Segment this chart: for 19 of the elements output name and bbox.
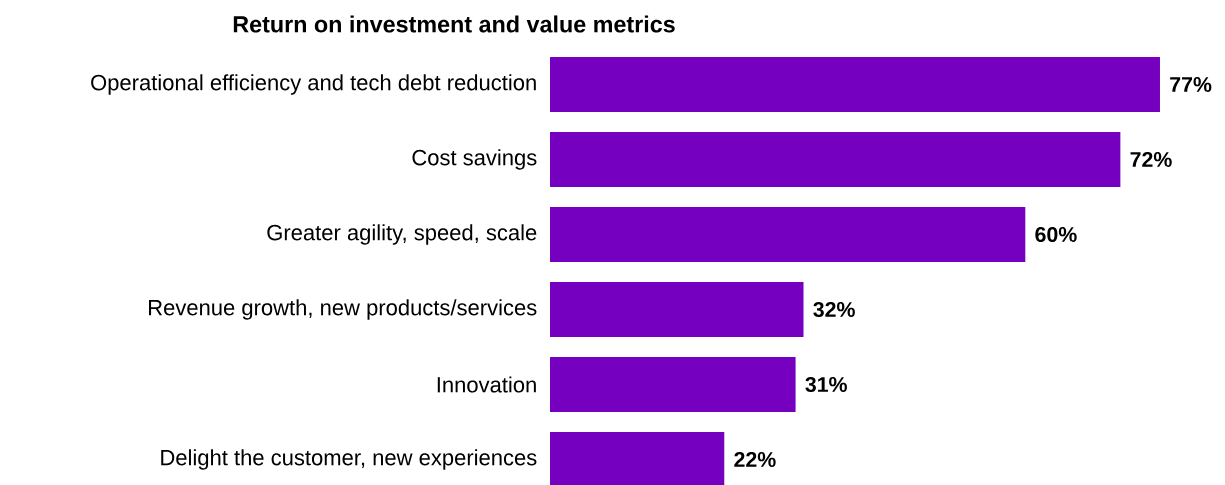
y-tick-label: Cost savings [412,149,537,170]
data-label: 31% [805,376,847,393]
data-label: 60% [1035,226,1077,243]
chart-title: Return on investment and value metrics [233,15,675,33]
bar [550,281,804,337]
bar [550,131,1121,187]
data-label: 22% [734,451,776,468]
data-label: 72% [1130,151,1172,168]
bar [550,57,1160,112]
bar [550,356,796,412]
y-tick-label: Delight the customer, new experiences [161,449,537,470]
y-tick-label: Innovation [437,376,536,393]
y-tick-label: Operational efficiency and tech debt reduction [91,74,536,95]
data-label: 77% [1170,76,1212,92]
bar [550,431,725,485]
y-tick-label: Greater agility, speed, scale [267,224,537,245]
data-label: 32% [813,301,855,318]
y-tick-label: Revenue growth, new products/services [149,299,537,320]
bar [550,207,1026,262]
